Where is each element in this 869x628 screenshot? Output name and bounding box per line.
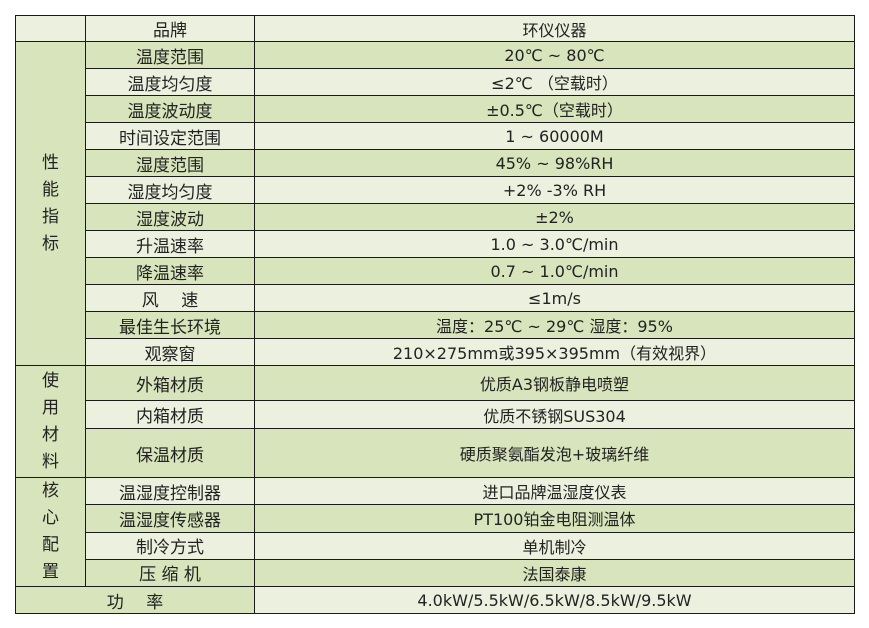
- row-label: 湿度均匀度: [85, 176, 255, 204]
- power-label: 功 率: [15, 586, 255, 614]
- row-label: 风 速: [85, 284, 255, 312]
- power-value: 4.0kW/5.5kW/6.5kW/8.5kW/9.5kW: [254, 586, 855, 614]
- header-label: 品牌: [85, 15, 255, 42]
- row-value: ≤1m/s: [254, 284, 855, 312]
- row-value: 210×275mm或395×395mm（有效视界）: [254, 338, 855, 366]
- row-label: 保温材质: [85, 428, 255, 478]
- row-value: ±0.5℃（空载时）: [254, 95, 855, 123]
- row-value: 优质不锈钢SUS304: [254, 400, 855, 429]
- row-label: 温度波动度: [85, 95, 255, 123]
- row-value: +2% -3% RH: [254, 176, 855, 204]
- row-value: ≤2℃ （空载时）: [254, 68, 855, 96]
- table-row: 温度波动度 ±0.5℃（空载时）: [16, 95, 855, 123]
- row-label: 湿度波动: [85, 203, 255, 231]
- row-label: 观察窗: [85, 338, 255, 366]
- row-label: 温度均匀度: [85, 68, 255, 96]
- row-label: 湿度范围: [85, 149, 255, 177]
- row-label: 制冷方式: [85, 531, 255, 560]
- table-row: 湿度波动 ±2%: [16, 203, 855, 231]
- row-label: 内箱材质: [85, 400, 255, 429]
- table-row: 风 速 ≤1m/s: [16, 284, 855, 312]
- row-value: ±2%: [254, 203, 855, 231]
- spec-table: 品牌 环仪仪器 性能指标温度范围 20℃ ~ 80℃ 温度均匀度 ≤2℃ （空载时）温…: [15, 15, 855, 614]
- table-row: 保温材质 硬质聚氨酯发泡+玻璃纤维: [16, 428, 855, 478]
- row-value: 硬质聚氨酯发泡+玻璃纤维: [254, 428, 855, 478]
- row-value: PT100铂金电阻测温体: [254, 504, 855, 533]
- section-title-char: 使: [42, 370, 59, 391]
- header-value: 环仪仪器: [254, 15, 855, 42]
- header-corner: [15, 15, 86, 42]
- table-row: 压 缩 机法国泰康: [16, 558, 855, 588]
- section-title-char: 能: [42, 179, 59, 200]
- row-value: 法国泰康: [254, 558, 855, 588]
- section-title-char: 核: [42, 481, 59, 501]
- row-value: 进口品牌温湿度仪表: [254, 476, 855, 506]
- row-label: 压 缩 机: [85, 558, 255, 588]
- row-value: 20℃ ~ 80℃: [254, 41, 855, 69]
- row-value: 0.7 ~ 1.0℃/min: [254, 257, 855, 285]
- power-row: 功 率 4.0kW/5.5kW/6.5kW/8.5kW/9.5kW: [15, 586, 855, 614]
- table-row: 升温速率 1.0 ~ 3.0℃/min: [16, 230, 855, 258]
- row-value: 1 ~ 60000M: [254, 122, 855, 150]
- table-row: 核心配置温湿度控制器 进口品牌温湿度仪表: [15, 476, 855, 587]
- table-row: 最佳生长环境 温度：25℃ ~ 29℃ 湿度：95%: [16, 311, 855, 339]
- section-title-char: 材: [42, 424, 59, 445]
- table-row: 温度均匀度 ≤2℃ （空载时）: [16, 68, 855, 96]
- row-value: 单机制冷: [254, 531, 855, 560]
- table-row: 内箱材质 优质不锈钢SUS304: [16, 400, 855, 429]
- section-title-char: 心: [42, 508, 59, 528]
- row-value: 45% ~ 98%RH: [254, 149, 855, 177]
- row-label: 温湿度控制器: [85, 476, 255, 506]
- section-title-char: 配: [42, 535, 59, 555]
- row-label: 升温速率: [85, 230, 255, 258]
- section-title-materials: 使用材料: [15, 365, 86, 478]
- header-row: 品牌 环仪仪器: [15, 15, 855, 42]
- row-label: 最佳生长环境: [85, 311, 255, 339]
- row-label: 温度范围: [85, 41, 255, 69]
- table-row: 制冷方式 单机制冷: [16, 531, 855, 560]
- section-title-char: 指: [42, 206, 59, 227]
- table-row: 降温速率 0.7 ~ 1.0℃/min: [16, 257, 855, 285]
- row-label: 外箱材质: [85, 365, 255, 401]
- section-title-char: 料: [42, 451, 59, 472]
- section-title-core-config: 核心配置: [15, 477, 86, 587]
- row-value: 1.0 ~ 3.0℃/min: [254, 230, 855, 258]
- section-title-char: 用: [42, 397, 59, 418]
- row-label: 时间设定范围: [85, 122, 255, 150]
- section-title-performance: 性能指标: [15, 41, 86, 366]
- section-title-char: 性: [42, 152, 59, 173]
- section-title-char: 置: [42, 562, 59, 582]
- row-value: 优质A3钢板静电喷塑: [254, 365, 855, 401]
- section-title-char: 标: [42, 233, 59, 254]
- row-value: 温度：25℃ ~ 29℃ 湿度：95%: [254, 311, 855, 339]
- row-label: 温湿度传感器: [85, 504, 255, 533]
- table-row: 温湿度传感器 PT100铂金电阻测温体: [16, 504, 855, 533]
- table-row: 湿度范围 45% ~ 98%RH: [16, 149, 855, 177]
- table-row: 使用材料外箱材质 优质A3钢板静电喷塑: [15, 365, 855, 478]
- table-row: 观察窗 210×275mm或395×395mm（有效视界）: [16, 338, 855, 366]
- table-row: 湿度均匀度 +2% -3% RH: [16, 176, 855, 204]
- table-row: 性能指标温度范围 20℃ ~ 80℃: [15, 41, 855, 366]
- row-label: 降温速率: [85, 257, 255, 285]
- table-row: 时间设定范围 1 ~ 60000M: [16, 122, 855, 150]
